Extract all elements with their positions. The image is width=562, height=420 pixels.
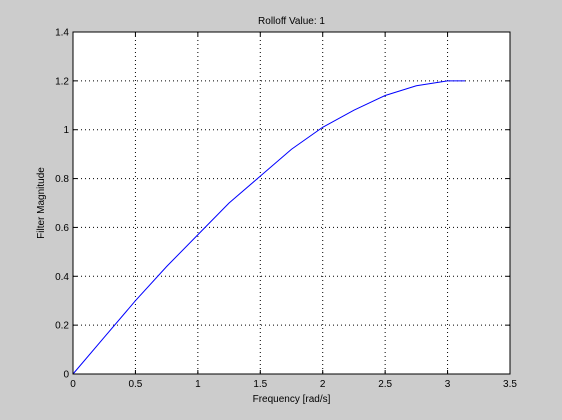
y-tick-label: 0.8 (55, 174, 69, 185)
x-tick-label: 2 (320, 379, 326, 390)
y-tick-label: 0 (63, 370, 69, 381)
y-tick-label: 0.6 (55, 223, 69, 234)
x-tick-label: 2.5 (378, 379, 392, 390)
y-tick-label: 0.2 (55, 321, 69, 332)
grid-lines (73, 32, 510, 374)
x-tick-label: 0.5 (128, 379, 142, 390)
y-tick-label: 0.4 (55, 272, 69, 283)
series-layer (72, 80, 466, 375)
x-tick-label: 1.5 (253, 379, 267, 390)
x-tick-label: 0 (70, 379, 76, 390)
series-line (72, 80, 466, 375)
x-tick-labels: 0 0.5 1 1.5 2 2.5 3 3.5 (70, 379, 517, 390)
x-tick-label: 1 (195, 379, 201, 390)
x-axis-label: Frequency [rad/s] (253, 394, 331, 405)
y-axis-label: Filter Magnitude (36, 167, 47, 239)
y-tick-label: 1.2 (55, 76, 69, 87)
plot-frame (72, 31, 511, 375)
plot-area (73, 32, 510, 374)
y-tick-labels: 0 0.2 0.4 0.6 0.8 1 1.2 1.4 (55, 28, 69, 381)
x-tick-label: 3.5 (503, 379, 517, 390)
x-tick-label: 3 (445, 379, 451, 390)
chart-title: Rolloff Value: 1 (258, 16, 325, 27)
y-tick-label: 1.4 (55, 28, 69, 39)
y-tick-label: 1 (63, 125, 69, 136)
ticks (72, 31, 511, 375)
